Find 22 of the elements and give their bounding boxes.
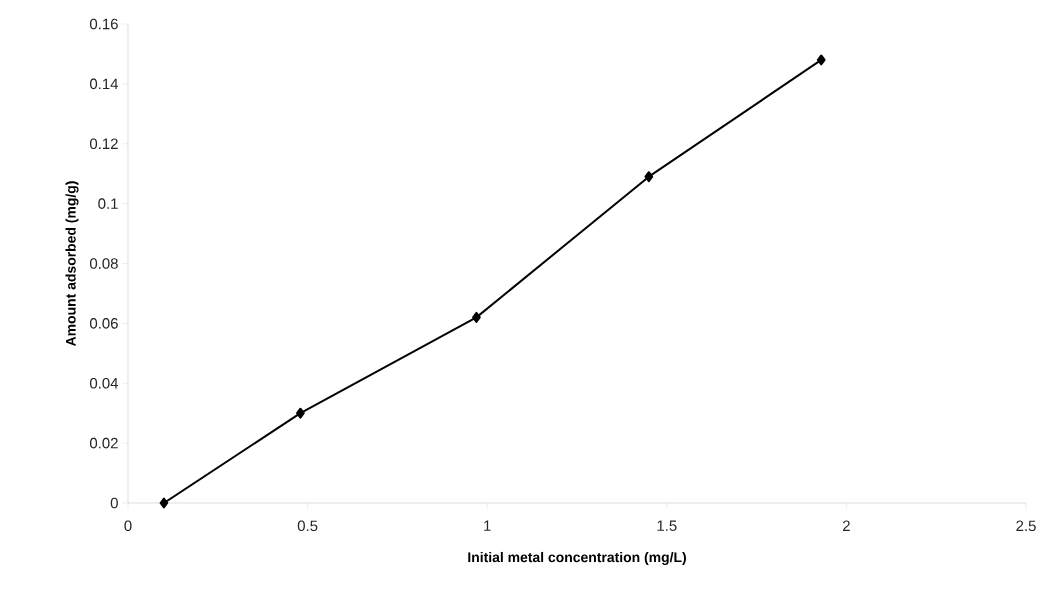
y-tick-label: 0.08: [89, 258, 118, 269]
x-tick-label: 1: [484, 520, 491, 531]
point: [159, 497, 169, 509]
point: [816, 54, 826, 66]
y-tick-label: 0: [110, 497, 118, 509]
y-tick-label: 0.14: [89, 78, 119, 90]
x-tick-label: 0: [124, 520, 132, 532]
y-tick-label: 0.04: [89, 377, 119, 389]
y-tick-label: 0.02: [89, 437, 118, 449]
point: [644, 171, 654, 183]
y-tick-label: 0.12: [89, 138, 118, 150]
y-tick-label: 0.1: [98, 198, 118, 209]
point: [296, 407, 305, 419]
y-axis-title: Amount adsorbed (mg/g): [65, 181, 79, 347]
x-tick-label: 2.5: [1016, 520, 1036, 532]
y-tick-label: 0.06: [89, 318, 118, 329]
x-tick-label: 0.5: [297, 520, 318, 532]
x-tick-label: 2: [843, 520, 850, 531]
x-tick-label: 1.5: [657, 520, 677, 531]
x-axis-title: Initial metal concentration (mg/L): [468, 551, 686, 565]
y-tick-label: 0.16: [89, 18, 118, 30]
point: [472, 311, 481, 323]
